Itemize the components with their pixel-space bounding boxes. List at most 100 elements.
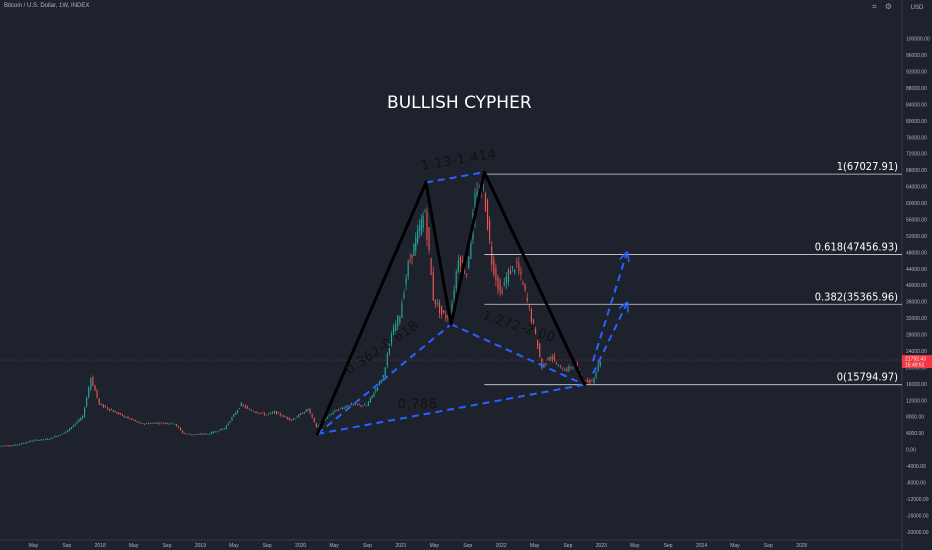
candle-body xyxy=(501,290,503,293)
y-tick-label: -8000.00 xyxy=(906,480,926,486)
candle-body xyxy=(422,216,424,228)
settings-icon[interactable]: ⚙ xyxy=(884,2,892,11)
candle-body xyxy=(283,415,285,417)
candle-body xyxy=(317,425,319,427)
candle-body xyxy=(166,422,168,424)
candle-body xyxy=(120,413,122,414)
candle-body xyxy=(2,445,4,447)
candle-body xyxy=(233,414,235,417)
candle-body xyxy=(112,410,114,412)
candle-body xyxy=(155,422,157,424)
candle-body xyxy=(307,409,309,411)
candle-body xyxy=(61,433,63,435)
candle-body xyxy=(147,423,150,425)
candle-body xyxy=(225,425,228,429)
candle-body xyxy=(271,412,274,414)
candle-body xyxy=(146,423,148,424)
candle-body xyxy=(222,428,224,430)
candle-body xyxy=(541,358,543,368)
candle-body xyxy=(76,421,78,424)
candle-body xyxy=(568,366,570,371)
y-tick-label: 80000.00 xyxy=(906,119,927,125)
x-tick-label: Sep xyxy=(363,543,372,549)
candle-body xyxy=(229,421,231,423)
candle-body xyxy=(339,407,342,409)
candle-body xyxy=(180,427,182,431)
candle-body xyxy=(248,409,251,411)
candle-body xyxy=(489,219,491,240)
candle-body xyxy=(570,367,572,369)
candle-body xyxy=(349,404,351,406)
candle-body xyxy=(285,416,287,418)
candle-body xyxy=(246,406,249,409)
y-tick-label: 28000.00 xyxy=(906,333,927,339)
x-tick-label: Sep xyxy=(163,543,172,549)
candle-body xyxy=(426,212,428,240)
candle-body xyxy=(129,418,131,420)
candle-body xyxy=(223,428,226,430)
candle-body xyxy=(134,420,137,421)
candle-body xyxy=(432,272,434,301)
candle-body xyxy=(443,310,445,313)
camera-icon[interactable]: ⌗ xyxy=(872,2,877,11)
y-tick-label: 16000.00 xyxy=(906,382,927,388)
candle-body xyxy=(341,407,344,410)
candle-body xyxy=(57,435,60,437)
x-tick-label: May xyxy=(630,543,640,549)
candle-body xyxy=(332,411,334,414)
candle-body xyxy=(220,428,222,431)
candle-body xyxy=(399,316,401,323)
candle-body xyxy=(296,416,298,418)
candle-body xyxy=(281,415,283,417)
candle-body xyxy=(182,430,184,434)
fib-level-label: 0.382(35365.96) xyxy=(815,290,898,303)
candle-body xyxy=(260,413,262,414)
candle-body xyxy=(514,269,516,273)
pattern-leg xyxy=(315,180,428,436)
candle-body xyxy=(212,431,215,434)
candle-body xyxy=(593,377,595,384)
candle-body xyxy=(364,404,366,406)
candle-body xyxy=(347,405,349,407)
candle-body xyxy=(362,405,364,407)
candle-body xyxy=(118,412,120,414)
candle-body xyxy=(418,225,421,232)
x-tick-label: 2025 xyxy=(796,543,807,549)
candle-body xyxy=(516,261,518,264)
y-tick-label: -12000.00 xyxy=(906,497,929,503)
x-tick-label: 2019 xyxy=(195,543,206,549)
candle-body xyxy=(468,256,470,268)
candle-body xyxy=(100,404,102,406)
candle-body xyxy=(534,328,537,334)
x-tick-label: May xyxy=(730,543,740,549)
y-tick-label: 0.00 xyxy=(906,448,916,454)
symbol-title: Bitcoin / U.S. Dollar, 1W, INDEX xyxy=(4,3,90,9)
candle-body xyxy=(59,434,61,436)
x-tick-label: 2021 xyxy=(395,543,406,549)
candle-body xyxy=(436,303,439,304)
candle-body xyxy=(162,423,164,425)
candle-body xyxy=(86,397,88,407)
candle-body xyxy=(186,433,188,435)
candle-body xyxy=(269,412,271,414)
candle-body xyxy=(507,269,509,283)
candle-body xyxy=(566,368,568,372)
candle-body xyxy=(589,379,591,384)
candle-body xyxy=(127,416,129,419)
candle-body xyxy=(530,309,532,322)
y-tick-label: 32000.00 xyxy=(906,316,927,322)
y-tick-label: -16000.00 xyxy=(906,513,929,519)
candle-body xyxy=(562,369,564,371)
candle-body xyxy=(599,361,601,367)
candle-body xyxy=(48,439,50,441)
pattern-leg xyxy=(482,170,587,387)
candle-body xyxy=(420,219,422,235)
candle-body xyxy=(572,367,574,369)
candle-body xyxy=(560,365,562,367)
y-tick-label: 92000.00 xyxy=(906,70,927,76)
candle-body xyxy=(595,371,597,378)
candle-body xyxy=(157,422,159,424)
candle-body xyxy=(371,395,373,398)
